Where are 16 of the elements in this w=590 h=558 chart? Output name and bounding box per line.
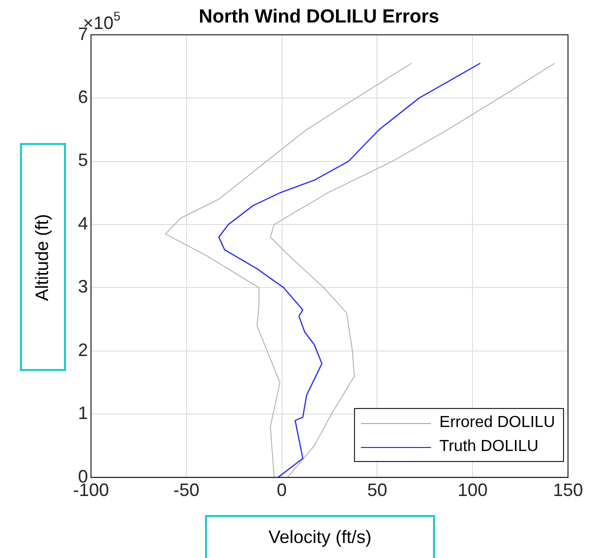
x-tick-label: 50 — [367, 480, 388, 500]
y-tick-label: 2 — [78, 340, 88, 360]
y-tick-label: 4 — [78, 213, 88, 234]
y-tick-label: 3 — [78, 276, 88, 297]
y-tick-label: 6 — [78, 86, 88, 107]
chart-title: North Wind DOLILU Errors — [198, 6, 440, 28]
x-tick-label: 0 — [276, 480, 287, 500]
x-tick-label: 150 — [552, 480, 584, 500]
legend-label: Errored DOLILU — [439, 413, 555, 433]
x-tick-label: -50 — [173, 480, 200, 500]
legend-label: Truth DOLILU — [439, 437, 538, 457]
x-tick-label: 100 — [458, 480, 488, 500]
x-axis-title: Velocity (ft/s) — [205, 515, 435, 558]
y-tick-label: 5 — [78, 150, 88, 170]
y-axis-title: Altitude (ft) — [32, 213, 54, 301]
y-tick-label: 1 — [78, 403, 88, 424]
